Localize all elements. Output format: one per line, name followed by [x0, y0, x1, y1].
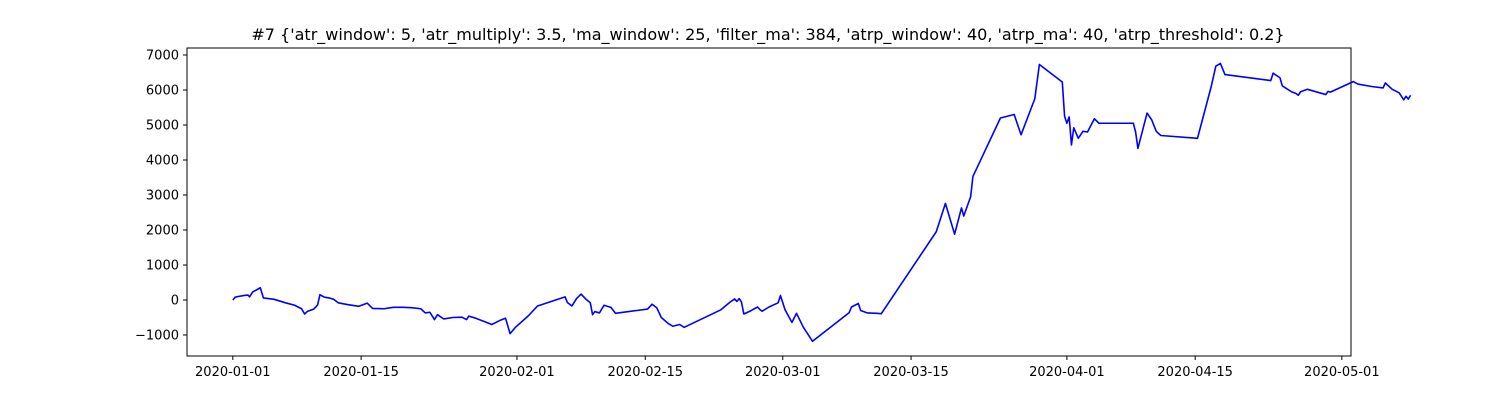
x-tick-label: 2020-03-15 — [873, 365, 949, 380]
x-tick-label: 2020-04-01 — [1029, 365, 1105, 380]
y-tick-label: 6000 — [146, 84, 179, 99]
y-tick-label: 1000 — [146, 259, 179, 274]
y-tick-label: 7000 — [146, 49, 179, 64]
chart-title: #7 {'atr_window': 5, 'atr_multiply': 3.5… — [251, 25, 1284, 45]
x-tick-label: 2020-02-15 — [607, 365, 683, 380]
y-tick-label: −1000 — [135, 329, 179, 344]
y-tick-label: 4000 — [146, 154, 179, 169]
x-tick-label: 2020-01-15 — [323, 365, 399, 380]
series-layer — [232, 62, 1412, 343]
x-tick-label: 2020-02-01 — [479, 365, 555, 380]
x-tick-label: 2020-04-15 — [1157, 365, 1233, 380]
y-tick-label: 2000 — [146, 224, 179, 239]
y-tick-label: 0 — [171, 294, 179, 309]
series-line — [232, 62, 1412, 343]
plot-frame — [186, 47, 1352, 357]
x-tick-label: 2020-03-01 — [745, 365, 821, 380]
x-tick-label: 2020-05-01 — [1304, 365, 1380, 380]
x-tick-label: 2020-01-01 — [195, 365, 271, 380]
y-axis: −1000 0 1000 2000 3000 4000 5000 6000 7000 — [135, 49, 187, 344]
y-tick-label: 3000 — [146, 189, 179, 204]
x-axis: 2020-01-01 2020-01-15 2020-02-01 2020-02-15… — [195, 356, 1380, 380]
y-tick-label: 5000 — [146, 119, 179, 134]
plot-area — [186, 47, 1352, 357]
